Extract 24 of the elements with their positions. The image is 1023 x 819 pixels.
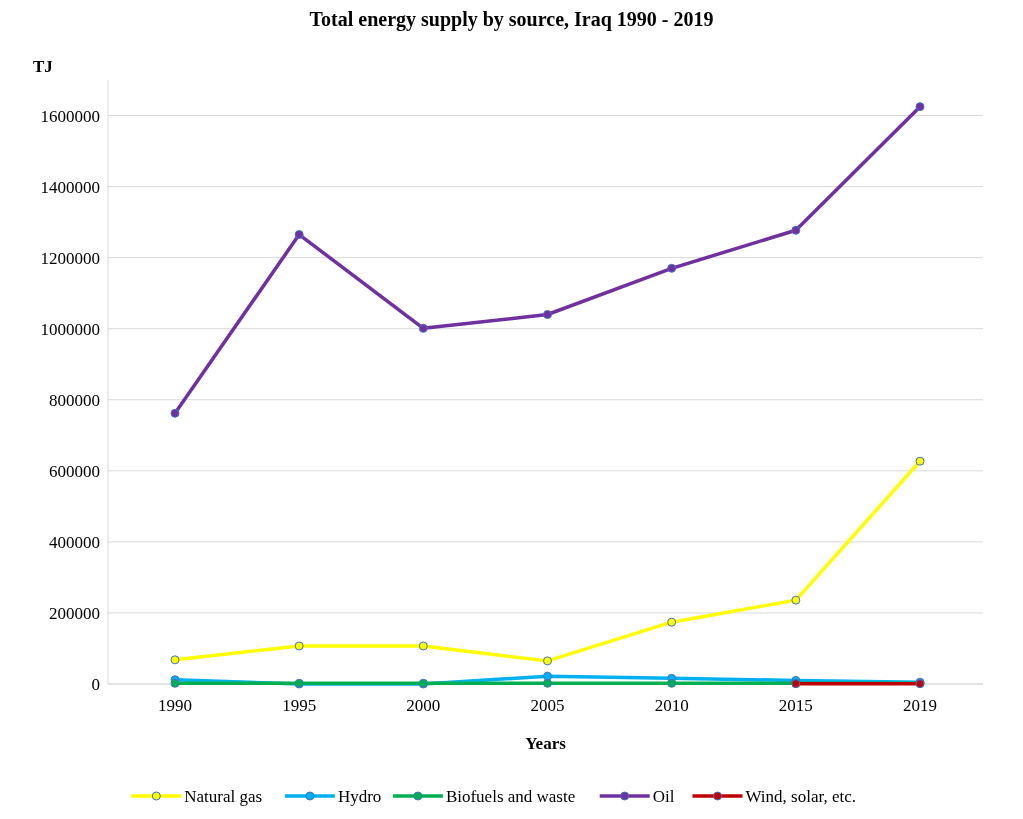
chart-title: Total energy supply by source, Iraq 1990 - 2019 (309, 8, 714, 31)
legend-label: Biofuels and waste (445, 787, 576, 806)
y-tick-label: 1000000 (40, 319, 100, 339)
y-axis-title: TJ (33, 57, 54, 76)
y-tick-label: 1400000 (40, 177, 100, 197)
x-tick-label: 2010 (654, 696, 689, 715)
y-tick-label: 600000 (49, 461, 100, 481)
y-tick-label: 1200000 (40, 248, 100, 268)
legend-label: Oil (652, 787, 675, 806)
y-tick-label: 0 (91, 675, 100, 694)
legend-label: Wind, solar, etc. (745, 787, 857, 806)
x-tick-label: 1995 (282, 696, 317, 715)
y-tick-label: 200000 (49, 603, 100, 623)
x-tick-label: 1990 (158, 696, 192, 715)
x-tick-label: 2000 (406, 696, 441, 715)
y-tick-label: 400000 (49, 532, 100, 552)
x-tick-label: 2015 (778, 696, 813, 715)
x-tick-label: 2019 (903, 696, 937, 715)
legend-label: Natural gas (184, 787, 263, 806)
x-tick-label: 2005 (530, 696, 565, 715)
y-tick-label: 1600000 (40, 106, 100, 126)
y-tick-label: 800000 (49, 390, 100, 410)
x-axis-title: Years (525, 734, 567, 753)
legend-label: Hydro (337, 787, 382, 806)
